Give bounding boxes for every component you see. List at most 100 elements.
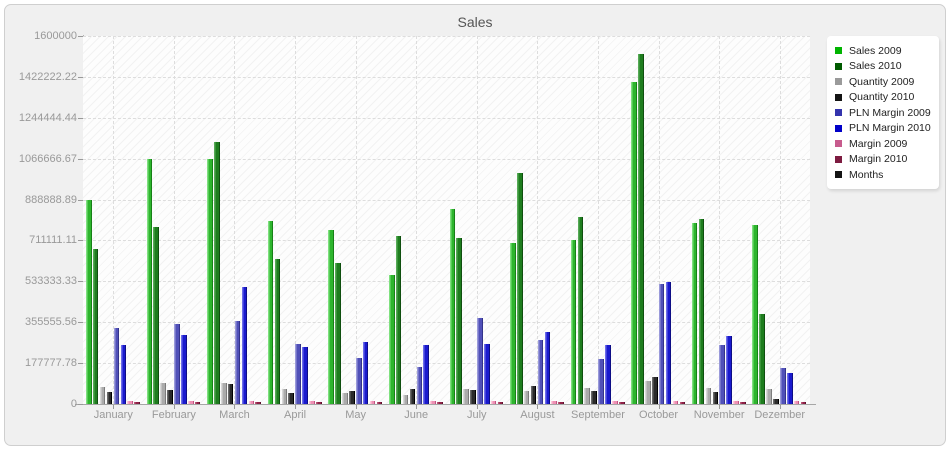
bar[interactable]	[295, 344, 301, 404]
bar[interactable]	[631, 82, 637, 404]
bar[interactable]	[733, 401, 739, 404]
bar[interactable]	[484, 343, 490, 404]
bar[interactable]	[328, 230, 334, 404]
bar[interactable]	[537, 339, 544, 404]
bar[interactable]	[402, 395, 409, 404]
bar[interactable]	[423, 345, 429, 404]
bar[interactable]	[665, 282, 672, 404]
bar[interactable]	[342, 393, 348, 404]
bar[interactable]	[800, 402, 807, 404]
bar[interactable]	[752, 224, 758, 404]
bar[interactable]	[167, 389, 173, 404]
bar[interactable]	[267, 221, 274, 404]
legend-item[interactable]: Margin 2010	[835, 152, 931, 168]
bar[interactable]	[456, 238, 462, 404]
bar[interactable]	[227, 384, 234, 404]
bar[interactable]	[605, 345, 611, 404]
bar[interactable]	[181, 335, 187, 404]
bar[interactable]	[516, 172, 523, 404]
bar[interactable]	[316, 402, 322, 404]
legend-item[interactable]: Sales 2010	[835, 59, 931, 75]
bar[interactable]	[786, 372, 793, 404]
bar[interactable]	[174, 323, 180, 404]
bar[interactable]	[773, 399, 779, 404]
legend-item[interactable]: Quantity 2010	[835, 90, 931, 106]
bar[interactable]	[726, 335, 732, 404]
bar[interactable]	[127, 401, 133, 404]
bar[interactable]	[369, 401, 376, 404]
bar[interactable]	[705, 387, 712, 404]
bar[interactable]	[793, 401, 800, 404]
bar[interactable]	[409, 389, 416, 404]
bar[interactable]	[658, 284, 665, 404]
bar[interactable]	[106, 392, 113, 404]
legend-item[interactable]: Months	[835, 167, 931, 183]
bar[interactable]	[99, 387, 106, 404]
bar[interactable]	[355, 358, 362, 404]
bar[interactable]	[490, 401, 497, 404]
bar[interactable]	[388, 275, 395, 404]
bar[interactable]	[430, 401, 436, 404]
bar[interactable]	[638, 54, 644, 404]
bar[interactable]	[302, 346, 308, 404]
bar[interactable]	[698, 218, 705, 404]
bar[interactable]	[281, 389, 288, 404]
bar[interactable]	[349, 391, 355, 404]
bar[interactable]	[551, 401, 558, 404]
bar[interactable]	[234, 321, 241, 404]
legend-item[interactable]: Margin 2009	[835, 136, 931, 152]
bar[interactable]	[437, 401, 443, 404]
bar[interactable]	[584, 388, 591, 404]
bar[interactable]	[416, 367, 423, 404]
bar[interactable]	[679, 401, 686, 404]
bar[interactable]	[134, 401, 140, 404]
legend-item[interactable]: PLN Margin 2009	[835, 105, 931, 121]
bar[interactable]	[146, 159, 153, 404]
bar[interactable]	[719, 345, 726, 404]
bar[interactable]	[510, 243, 516, 404]
bar[interactable]	[766, 389, 772, 404]
bar[interactable]	[187, 401, 194, 404]
bar[interactable]	[712, 391, 719, 404]
bar[interactable]	[740, 402, 746, 404]
bar[interactable]	[113, 328, 120, 404]
bar[interactable]	[645, 381, 651, 404]
bar[interactable]	[153, 226, 160, 404]
bar[interactable]	[618, 402, 625, 404]
bar[interactable]	[207, 159, 213, 404]
bar[interactable]	[220, 382, 227, 404]
bar[interactable]	[780, 367, 786, 404]
bar[interactable]	[598, 359, 604, 404]
bar[interactable]	[672, 401, 679, 404]
legend-item[interactable]: Sales 2009	[835, 43, 931, 59]
bar[interactable]	[523, 391, 530, 404]
bar[interactable]	[470, 389, 476, 404]
legend-item[interactable]: PLN Margin 2010	[835, 121, 931, 137]
bar[interactable]	[544, 331, 551, 404]
bar[interactable]	[92, 248, 99, 404]
bar[interactable]	[335, 263, 341, 404]
bar[interactable]	[274, 259, 281, 404]
bar[interactable]	[255, 401, 262, 404]
bar[interactable]	[376, 402, 383, 404]
bar[interactable]	[449, 208, 456, 404]
bar[interactable]	[570, 239, 577, 404]
bar[interactable]	[463, 389, 469, 404]
bar[interactable]	[241, 286, 248, 404]
bar[interactable]	[395, 236, 402, 404]
legend-item[interactable]: Quantity 2009	[835, 74, 931, 90]
bar[interactable]	[160, 382, 166, 404]
bar[interactable]	[759, 314, 765, 404]
bar[interactable]	[591, 390, 597, 404]
bar[interactable]	[288, 392, 295, 404]
bar[interactable]	[248, 401, 255, 404]
bar[interactable]	[86, 200, 92, 404]
bar[interactable]	[477, 317, 483, 404]
bar[interactable]	[194, 401, 201, 404]
bar[interactable]	[214, 141, 220, 404]
bar[interactable]	[362, 341, 369, 404]
bar[interactable]	[612, 401, 618, 404]
bar[interactable]	[651, 377, 658, 404]
bar[interactable]	[558, 401, 564, 404]
bar[interactable]	[309, 401, 315, 404]
